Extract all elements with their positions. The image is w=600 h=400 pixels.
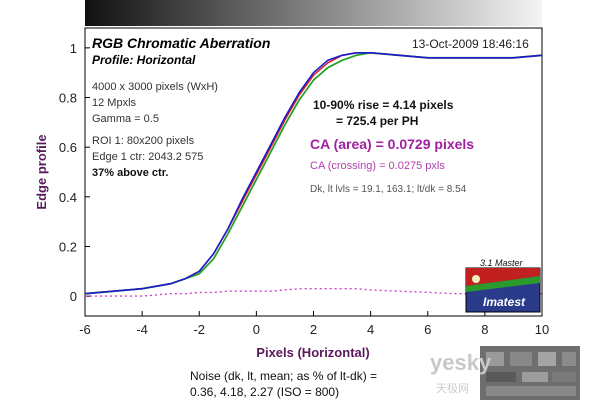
- chart-subtitle: Profile: Horizontal: [92, 53, 196, 67]
- x-tick-label: 2: [310, 322, 317, 337]
- x-tick-label: -6: [79, 322, 91, 337]
- logo-stripe-green: [466, 276, 540, 292]
- logo-stripe-red: [466, 268, 540, 286]
- ca-area-result: CA (area) = 0.0729 pixels: [310, 136, 474, 152]
- info-line-bold: 37% above ctr.: [92, 167, 168, 179]
- info-line: 4000 x 3000 pixels (WxH): [92, 81, 218, 93]
- levels-result: Dk, lt lvls = 19.1, 163.1; lt/dk = 8.54: [310, 184, 467, 195]
- y-tick-label: 0.8: [59, 91, 77, 106]
- x-axis: -6 -4 -2 0 2 4 6 8 10: [79, 311, 549, 337]
- y-tick-label: 0: [70, 289, 77, 304]
- logo-version: 3.1 Master: [480, 258, 524, 268]
- info-line: Edge 1 ctr: 2043.2 575: [92, 151, 203, 163]
- info-line: Gamma = 0.5: [92, 113, 159, 125]
- ca-crossing-result: CA (crossing) = 0.0275 pxls: [310, 160, 445, 172]
- rise-result-ph: = 725.4 per PH: [336, 114, 418, 128]
- y-axis: 0 0.2 0.4 0.6 0.8 1: [59, 41, 90, 304]
- series-layer: [84, 51, 543, 297]
- chart-title: RGB Chromatic Aberration: [92, 35, 270, 51]
- x-tick-label: 0: [253, 322, 260, 337]
- y-tick-label: 0.6: [59, 140, 77, 155]
- edge-image-strip: [85, 0, 542, 26]
- timestamp: 13-Oct-2009 18:46:16: [412, 37, 529, 51]
- info-line: 12 Mpxls: [92, 97, 137, 109]
- x-tick-label: 6: [424, 322, 431, 337]
- imatest-logo: 3.1 Master Imatest: [465, 258, 541, 313]
- logo-brand: Imatest: [483, 295, 526, 309]
- noise-line: Noise (dk, lt, mean; as % of lt-dk) =: [190, 369, 377, 383]
- x-axis-label: Pixels (Horizontal): [256, 345, 369, 360]
- x-tick-label: -4: [136, 322, 148, 337]
- x-tick-label: 10: [535, 322, 549, 337]
- x-tick-label: 8: [481, 322, 488, 337]
- rise-result: 10-90% rise = 4.14 pixels: [313, 98, 454, 112]
- logo-dot-icon: [472, 275, 480, 283]
- y-tick-label: 1: [70, 41, 77, 56]
- y-tick-label: 0.4: [59, 190, 77, 205]
- series-line-blue: [84, 51, 543, 295]
- x-tick-label: -2: [193, 322, 205, 337]
- noise-values: 0.36, 4.18, 2.27 (ISO = 800): [190, 385, 339, 399]
- watermark-text: yesky: [430, 350, 492, 375]
- y-tick-label: 0.2: [59, 239, 77, 254]
- y-axis-label: Edge profile: [34, 134, 49, 209]
- x-tick-label: 4: [367, 322, 374, 337]
- watermark: yesky 天极网: [430, 346, 580, 400]
- series-line-difference: [85, 288, 542, 297]
- watermark-subtext: 天极网: [436, 381, 469, 395]
- info-line: ROI 1: 80x200 pixels: [92, 135, 195, 147]
